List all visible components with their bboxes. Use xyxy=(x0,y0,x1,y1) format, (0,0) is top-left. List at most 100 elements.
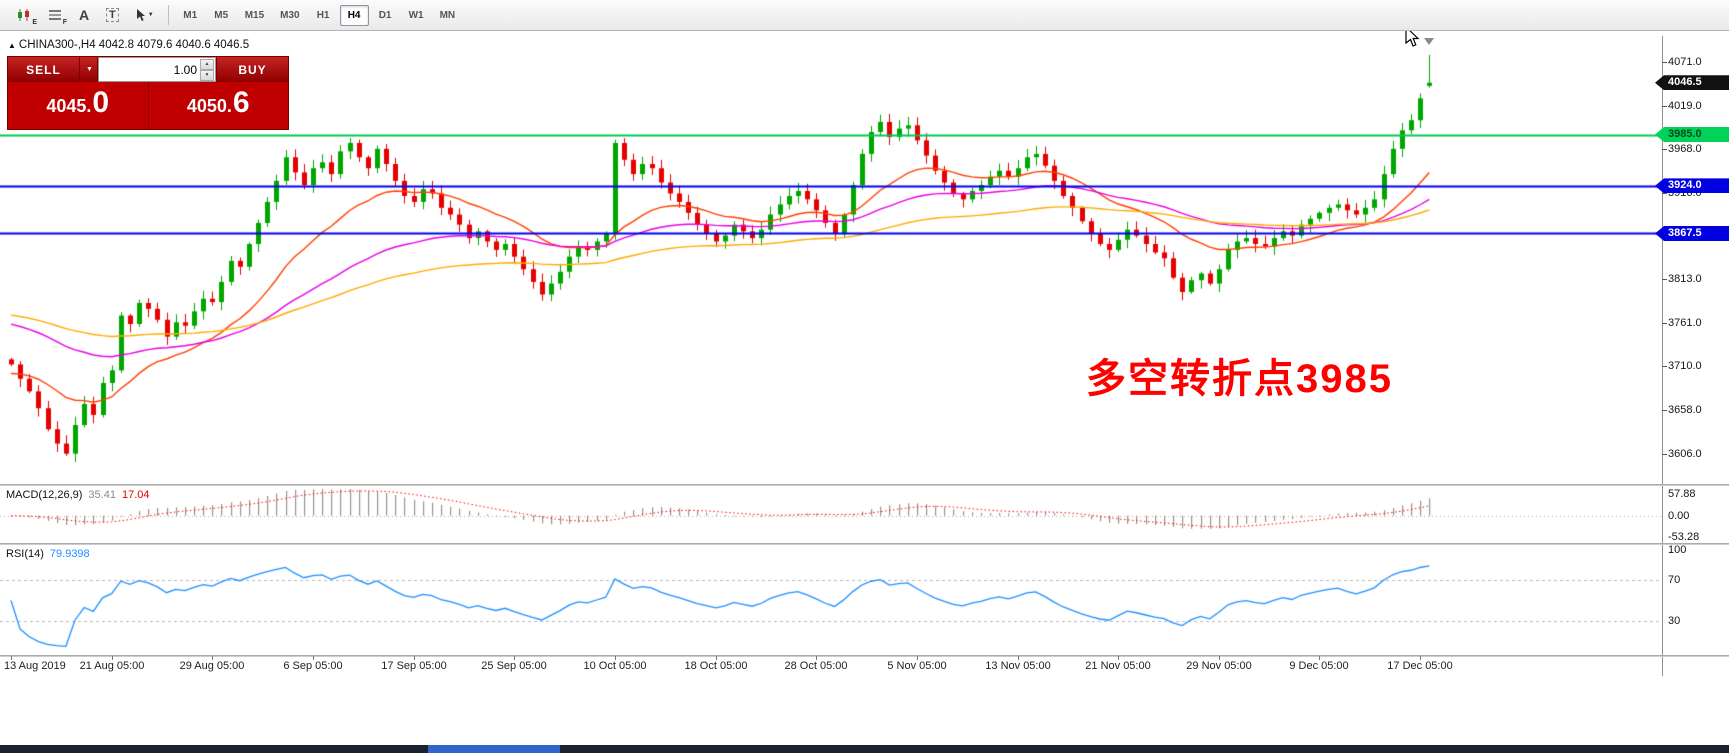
time-axis-tick xyxy=(816,656,817,660)
rsi-axis-label: 100 xyxy=(1668,544,1687,556)
timeframe-group: M1 M5 M15 M30 H1 H4 D1 W1 MN xyxy=(175,4,463,26)
profiles-icon-button[interactable]: F xyxy=(41,3,69,27)
timeframe-MN[interactable]: MN xyxy=(433,5,463,26)
taskbar-active-button[interactable] xyxy=(428,745,560,753)
timeframe-H4[interactable]: H4 xyxy=(339,4,369,26)
macd-axis-label: 57.88 xyxy=(1668,488,1696,500)
date-label: 29 Nov 05:00 xyxy=(1186,660,1252,672)
time-axis-tick xyxy=(414,656,415,660)
chevron-down-icon: ▼ xyxy=(147,12,154,18)
timeframe-M5[interactable]: M5 xyxy=(207,5,236,26)
date-label: 21 Aug 05:00 xyxy=(79,660,145,672)
timeframe-M15[interactable]: M15 xyxy=(238,5,271,26)
time-axis-tick xyxy=(1219,656,1220,660)
text-tool-button[interactable]: A xyxy=(71,3,97,27)
price-axis-tick xyxy=(1662,279,1667,281)
buy-price[interactable]: 4050. 6 xyxy=(149,82,289,129)
date-label: 13 Nov 05:00 xyxy=(985,660,1051,672)
date-label: 28 Oct 05:00 xyxy=(784,660,848,672)
one-click-trading-panel: SELL ▼ ▲ ▼ BUY 4045. 0 4050. 6 xyxy=(7,56,289,130)
sell-button[interactable]: SELL xyxy=(8,57,80,82)
label-tool-icon: T xyxy=(106,8,119,22)
price-tick-label: 4071.0 xyxy=(1668,56,1702,69)
time-axis-tick xyxy=(615,656,616,660)
volume-increase-button[interactable]: ▲ xyxy=(200,59,214,70)
price-tick-label: 4019.0 xyxy=(1668,99,1702,112)
price-tick-label: 3761.0 xyxy=(1668,317,1702,330)
volume-input[interactable] xyxy=(99,58,215,81)
sell-price-main: 4045. xyxy=(46,96,92,116)
volume-stepper: ▲ ▼ xyxy=(200,59,214,81)
price-axis-tick xyxy=(1662,409,1667,411)
price-tag[interactable]: 4046.5 xyxy=(1655,75,1729,91)
trade-controls-row: SELL ▼ ▲ ▼ BUY xyxy=(8,57,288,82)
buy-price-main: 4050. xyxy=(186,96,232,116)
price-tick-label: 3606.0 xyxy=(1668,447,1702,460)
date-label: 25 Sep 05:00 xyxy=(481,660,547,672)
timeframe-W1[interactable]: W1 xyxy=(402,5,431,26)
timeframe-M1[interactable]: M1 xyxy=(176,5,205,26)
volume-field: ▲ ▼ xyxy=(98,57,216,82)
date-label: 9 Dec 05:00 xyxy=(1289,660,1349,672)
order-options-dropdown[interactable]: ▼ xyxy=(80,57,98,82)
rsi-indicator-canvas[interactable] xyxy=(0,545,1662,656)
timeframe-D1[interactable]: D1 xyxy=(371,5,400,26)
price-axis-tick xyxy=(1662,148,1667,150)
date-label: 17 Dec 05:00 xyxy=(1387,660,1453,672)
price-tag[interactable]: 3985.0 xyxy=(1655,127,1729,143)
sell-price-big-digit: 0 xyxy=(92,86,110,119)
macd-signal-value: 17.04 xyxy=(121,489,150,501)
price-axis-tick xyxy=(1662,366,1667,368)
date-label: 21 Nov 05:00 xyxy=(1085,660,1151,672)
symbol-ohlc-text: CHINA300-,H4 4042.8 4079.6 4040.6 4046.5 xyxy=(18,39,250,51)
chart-text-annotation[interactable]: 多空转折点3985 xyxy=(1086,357,1393,401)
buy-button[interactable]: BUY xyxy=(216,57,288,82)
macd-main-value: 35.41 xyxy=(88,489,116,501)
toolbar-separator xyxy=(167,5,169,25)
symbol-expand-icon: ▲ xyxy=(8,41,16,50)
timeframe-H1[interactable]: H1 xyxy=(309,5,338,26)
rsi-label-line: RSI(14) 79.9398 xyxy=(6,548,90,560)
date-label: 10 Oct 05:00 xyxy=(583,660,647,672)
expert-charts-icon-button[interactable]: E xyxy=(9,3,39,27)
sell-price[interactable]: 4045. 0 xyxy=(8,82,148,129)
date-label: 18 Oct 05:00 xyxy=(684,660,748,672)
main-toolbar: E F A T ▼ M1 M5 M15 M30 H1 H4 D1 W1 MN xyxy=(0,0,1729,31)
date-label: 5 Nov 05:00 xyxy=(887,660,947,672)
timeframe-M30[interactable]: M30 xyxy=(273,5,306,26)
price-axis-tick xyxy=(1662,62,1667,64)
price-axis-tick xyxy=(1662,105,1667,107)
price-tag[interactable]: 3867.5 xyxy=(1655,225,1729,241)
label-tool-button[interactable]: T xyxy=(99,3,126,27)
taskbar-strip xyxy=(0,745,1729,753)
macd-panel-separator[interactable] xyxy=(0,484,1729,486)
rsi-panel-separator[interactable] xyxy=(0,543,1729,545)
time-axis-tick xyxy=(1420,656,1421,660)
rsi-value: 79.9398 xyxy=(49,548,90,560)
time-axis-tick xyxy=(917,656,918,660)
cursor-tool-dropdown[interactable]: ▼ xyxy=(128,3,161,27)
rsi-axis-label: 70 xyxy=(1668,574,1681,587)
candlestick-chart-icon xyxy=(18,9,29,21)
date-label: 17 Sep 05:00 xyxy=(381,660,447,672)
macd-indicator-canvas[interactable] xyxy=(0,486,1662,543)
price-axis-separator[interactable] xyxy=(1662,36,1663,676)
price-tag[interactable]: 3924.0 xyxy=(1655,178,1729,194)
time-axis-tick xyxy=(1319,656,1320,660)
date-label: 29 Aug 05:00 xyxy=(179,660,245,672)
date-label: 6 Sep 05:00 xyxy=(283,660,343,672)
macd-label: MACD(12,26,9) xyxy=(6,489,83,501)
price-tick-label: 3968.0 xyxy=(1668,142,1702,155)
chart-shift-marker[interactable] xyxy=(1424,38,1434,45)
rsi-axis-label: 30 xyxy=(1668,614,1681,627)
time-axis-tick xyxy=(716,656,717,660)
time-axis-tick xyxy=(11,656,12,660)
price-axis-tick xyxy=(1662,323,1667,325)
date-label: 13 Aug 2019 xyxy=(4,660,66,672)
tool-sub-label: F xyxy=(62,19,67,26)
price-tick-label: 3658.0 xyxy=(1668,403,1702,416)
time-axis-tick xyxy=(514,656,515,660)
volume-decrease-button[interactable]: ▼ xyxy=(200,70,214,81)
price-tick-label: 3813.0 xyxy=(1668,273,1702,286)
price-axis-tick xyxy=(1662,453,1667,455)
